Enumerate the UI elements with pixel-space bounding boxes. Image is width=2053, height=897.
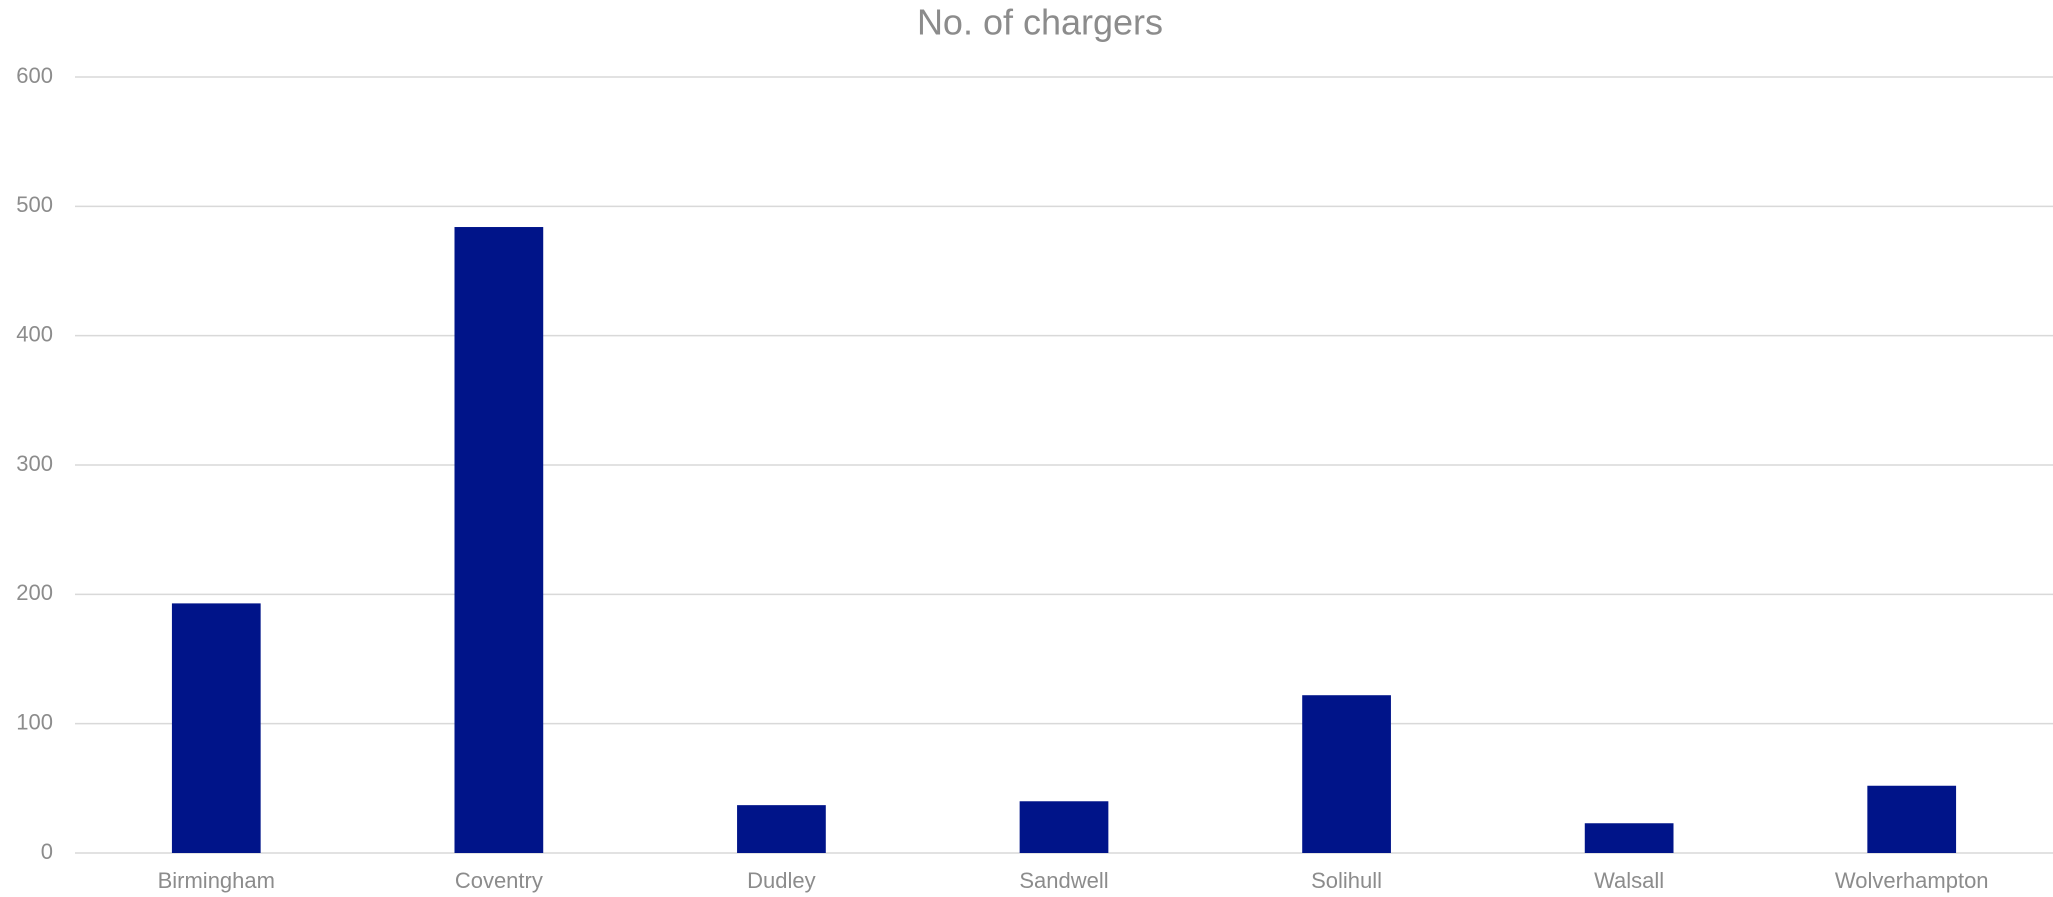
bar — [1584, 823, 1674, 853]
y-tick-label: 0 — [41, 839, 53, 864]
y-tick-label: 300 — [16, 451, 53, 476]
y-tick-label: 400 — [16, 321, 53, 346]
x-tick-label: Wolverhampton — [1835, 868, 1989, 893]
y-tick-label: 200 — [16, 580, 53, 605]
bar — [1867, 785, 1957, 853]
x-tick-label: Coventry — [455, 868, 543, 893]
x-tick-label: Solihull — [1311, 868, 1382, 893]
y-tick-label: 600 — [16, 63, 53, 88]
x-tick-label: Sandwell — [1019, 868, 1108, 893]
x-tick-label: Dudley — [747, 868, 815, 893]
bar — [454, 227, 544, 853]
chart-title: No. of chargers — [917, 2, 1163, 43]
y-tick-label: 100 — [16, 709, 53, 734]
bar — [171, 603, 261, 853]
y-tick-label: 500 — [16, 192, 53, 217]
bar — [737, 805, 826, 853]
bar — [1302, 695, 1391, 853]
x-tick-label: Walsall — [1594, 868, 1664, 893]
x-tick-label: Birmingham — [158, 868, 275, 893]
bar — [1019, 801, 1109, 853]
